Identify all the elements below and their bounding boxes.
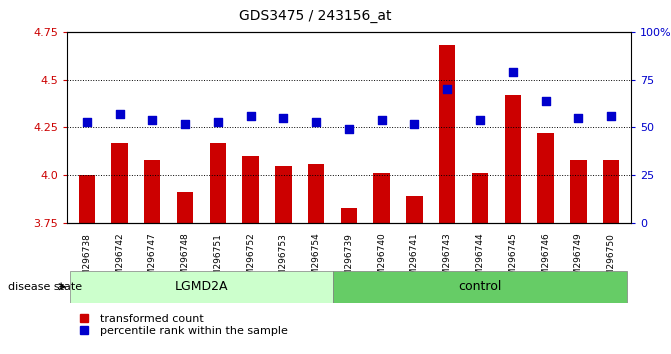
Bar bbox=[472, 173, 488, 223]
Point bbox=[540, 98, 551, 103]
Bar bbox=[275, 166, 292, 223]
Bar bbox=[374, 173, 390, 223]
Point bbox=[278, 115, 289, 121]
Legend: transformed count, percentile rank within the sample: transformed count, percentile rank withi… bbox=[72, 314, 289, 336]
Bar bbox=[242, 156, 259, 223]
Point bbox=[180, 121, 191, 126]
Point bbox=[573, 115, 584, 121]
Bar bbox=[570, 160, 586, 223]
Bar bbox=[341, 208, 357, 223]
Point bbox=[114, 111, 125, 117]
Bar bbox=[209, 143, 226, 223]
Bar bbox=[603, 160, 619, 223]
Bar bbox=[111, 143, 127, 223]
Point bbox=[606, 113, 617, 119]
Text: GDS3475 / 243156_at: GDS3475 / 243156_at bbox=[239, 9, 392, 23]
Text: control: control bbox=[458, 280, 502, 293]
Bar bbox=[79, 175, 95, 223]
Point bbox=[442, 86, 453, 92]
Point bbox=[147, 117, 158, 122]
Text: LGMD2A: LGMD2A bbox=[174, 280, 228, 293]
Point bbox=[376, 117, 387, 122]
Point bbox=[507, 69, 518, 75]
Point bbox=[213, 119, 223, 125]
Bar bbox=[144, 160, 160, 223]
Bar bbox=[70, 271, 333, 303]
Bar bbox=[177, 193, 193, 223]
Point bbox=[474, 117, 485, 122]
Bar bbox=[439, 45, 456, 223]
Point bbox=[81, 119, 92, 125]
Point bbox=[311, 119, 321, 125]
Bar bbox=[406, 196, 423, 223]
Text: disease state: disease state bbox=[8, 282, 82, 292]
Bar bbox=[505, 95, 521, 223]
Bar bbox=[333, 271, 627, 303]
Point bbox=[409, 121, 420, 126]
Point bbox=[245, 113, 256, 119]
Bar bbox=[537, 133, 554, 223]
Point bbox=[344, 126, 354, 132]
Bar bbox=[308, 164, 324, 223]
